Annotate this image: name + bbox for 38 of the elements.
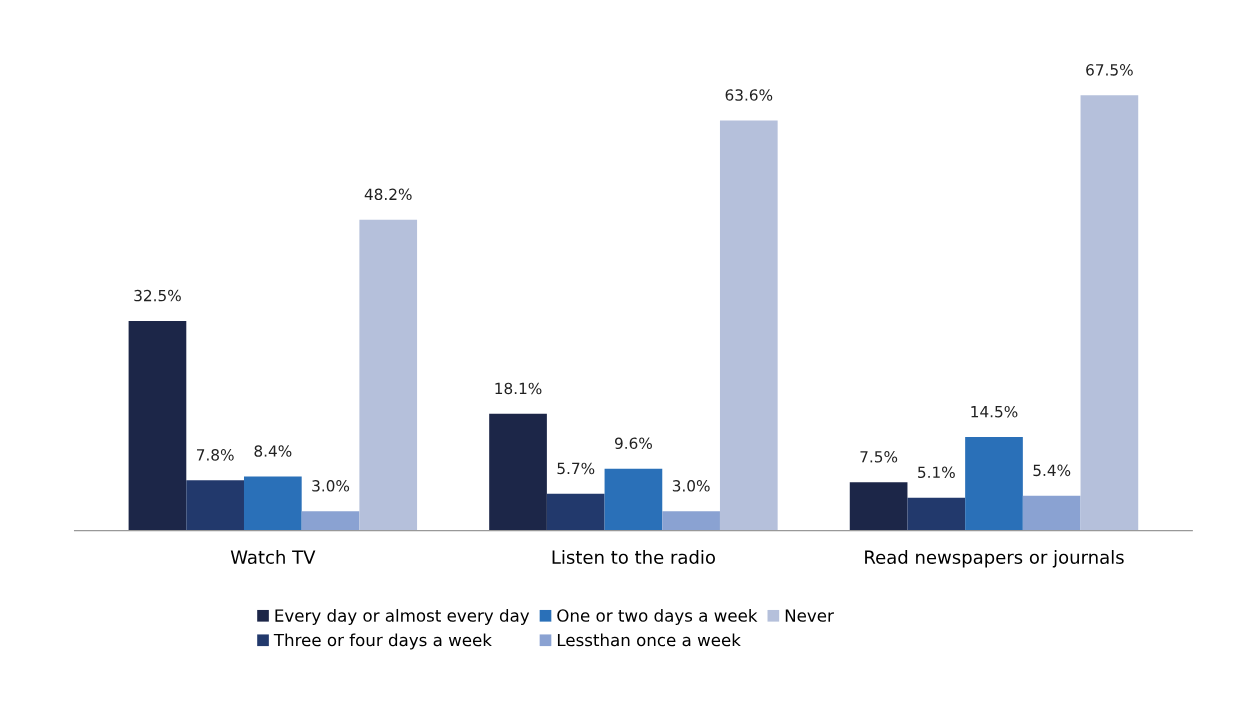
bar xyxy=(186,480,244,531)
bar xyxy=(965,437,1023,531)
data-label: 32.5% xyxy=(134,289,181,302)
x-tick-label: Listen to the radio xyxy=(552,550,715,564)
bar xyxy=(301,511,360,531)
bar xyxy=(662,511,720,531)
legend-label: Every day or almost every day xyxy=(275,608,530,626)
data-label: 18.1% xyxy=(495,382,542,395)
data-label: 7.5% xyxy=(860,451,898,463)
data-label: 14.5% xyxy=(971,405,1018,418)
data-label: 7.8% xyxy=(196,449,234,461)
legend-label: Never xyxy=(785,609,834,622)
data-label: 5.1% xyxy=(918,466,955,479)
bar xyxy=(359,219,418,531)
bar xyxy=(1022,495,1081,531)
legend-label: One or two days a week xyxy=(557,608,758,626)
data-label: 5.7% xyxy=(557,462,595,475)
bar xyxy=(128,320,187,531)
bar xyxy=(907,497,966,531)
legend-label: Three or four days a week xyxy=(273,633,492,650)
bar xyxy=(1080,95,1139,531)
data-label: 3.0% xyxy=(672,480,710,492)
data-label: 5.4% xyxy=(1033,464,1071,477)
bar xyxy=(243,476,302,531)
data-label: 3.0% xyxy=(312,480,350,492)
x-tick-label: Read newspapers or journals xyxy=(865,550,1124,568)
legend-label: Lessthan once a week xyxy=(557,633,741,647)
x-tick-label: Watch TV xyxy=(230,550,316,564)
bar xyxy=(604,468,663,531)
data-label: 63.6% xyxy=(725,89,773,101)
bar xyxy=(546,493,605,531)
data-label: 48.2% xyxy=(364,188,412,201)
bar xyxy=(849,482,908,531)
bar xyxy=(489,413,547,531)
data-label: 67.5% xyxy=(1086,64,1133,76)
data-label: 8.4% xyxy=(254,445,292,457)
bar xyxy=(719,120,778,531)
data-label: 9.6% xyxy=(614,437,652,450)
